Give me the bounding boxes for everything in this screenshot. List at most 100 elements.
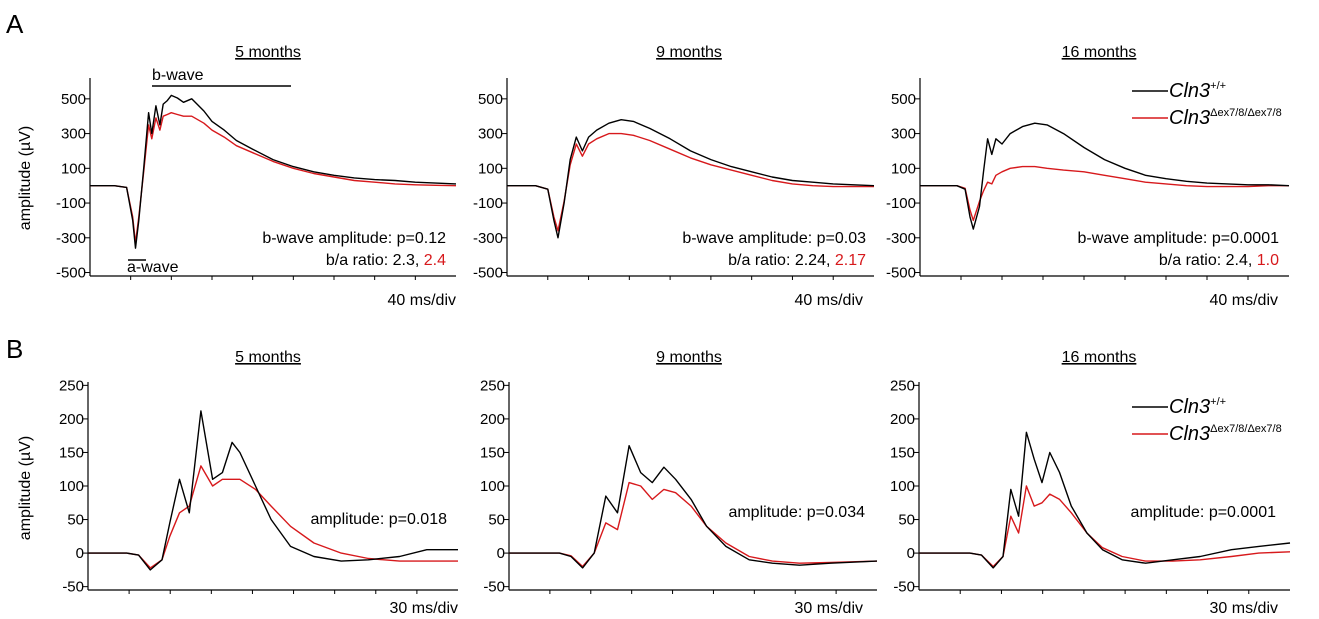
stats-b2: amplitude: p=0.034 <box>728 504 865 521</box>
legend-b-mut-sup: Δex7/8/Δex7/8 <box>1210 423 1282 435</box>
stats-a2-line1: b-wave amplitude: p=0.03 <box>682 230 866 247</box>
stats-a1-line1: b-wave amplitude: p=0.12 <box>262 230 446 247</box>
title-a2: 9 months <box>656 44 722 61</box>
y-tick-label: 50 <box>488 512 505 529</box>
y-tick-label: 300 <box>478 126 503 143</box>
legend-a-mut-label: Cln3Δex7/8/Δex7/8 <box>1169 107 1282 129</box>
trace-mutant <box>509 481 878 568</box>
y-tick-label: -100 <box>886 195 916 212</box>
legend-b-wt-sup: +/+ <box>1210 396 1226 408</box>
chart-a1: 500 300 100 -100 -300 -500 <box>56 78 457 282</box>
timescale-a2: 40 ms/div <box>795 292 863 309</box>
stats-a1-ratio: b/a ratio: 2.3, <box>326 252 424 269</box>
title-b1: 5 months <box>235 349 301 366</box>
chart-a2: 500 300 100 -100 -300 -500 <box>473 78 875 282</box>
y-tick-label: 500 <box>891 91 916 108</box>
y-tick-label: 250 <box>480 377 505 394</box>
legend-b-mut-name: Cln3 <box>1169 423 1210 445</box>
chart-a3: 500 300 100 -100 -300 -500 <box>886 78 1290 282</box>
y-tick-label: -500 <box>886 265 916 282</box>
timescale-b1: 30 ms/div <box>390 600 458 617</box>
trace-wildtype <box>920 122 1290 230</box>
trace-wildtype <box>507 118 875 239</box>
trace-mutant <box>507 132 874 232</box>
stats-a3-ratio: b/a ratio: 2.4, <box>1159 252 1257 269</box>
legend-a-mut-name: Cln3 <box>1169 107 1210 129</box>
legend-a-wt-sup: +/+ <box>1210 80 1226 92</box>
legend-b: Cln3+/+ Cln3Δex7/8/Δex7/8 <box>1132 396 1282 445</box>
bwave-label: b-wave <box>152 67 204 84</box>
y-tick-label: -50 <box>62 579 84 596</box>
title-b2: 9 months <box>656 349 722 366</box>
panel-label-a: A <box>6 9 24 39</box>
title-b3: 16 months <box>1062 349 1137 366</box>
legend-b-wt-name: Cln3 <box>1169 396 1210 418</box>
y-tick-label: -100 <box>473 195 503 212</box>
y-tick-label: 100 <box>478 160 503 177</box>
stats-a1-ratio-mut: 2.4 <box>424 252 446 269</box>
timescale-b2: 30 ms/div <box>795 600 863 617</box>
timescale-a1: 40 ms/div <box>388 292 456 309</box>
legend-a-mut-sup: Δex7/8/Δex7/8 <box>1210 107 1282 119</box>
y-tick-label: 0 <box>497 545 505 562</box>
y-tick-label: 100 <box>890 478 915 495</box>
y-tick-label: 250 <box>890 377 915 394</box>
y-tick-label: 50 <box>67 512 84 529</box>
title-a1: 5 months <box>235 44 301 61</box>
y-tick-label: 300 <box>61 126 86 143</box>
trace-wildtype <box>509 445 878 569</box>
y-tick-label: 500 <box>478 91 503 108</box>
stats-a2-ratio: b/a ratio: 2.24, <box>728 252 835 269</box>
y-tick-label: 250 <box>59 377 84 394</box>
y-axis-label-a: amplitude (µV) <box>17 126 34 230</box>
y-tick-label: 100 <box>59 478 84 495</box>
title-a3: 16 months <box>1062 44 1137 61</box>
y-tick-label: 200 <box>890 411 915 428</box>
y-tick-label: -50 <box>893 579 915 596</box>
y-tick-label: 150 <box>59 444 84 461</box>
stats-a3-line1: b-wave amplitude: p=0.0001 <box>1078 230 1280 247</box>
y-tick-label: 500 <box>61 91 86 108</box>
chart-b1: 250 200 150 100 50 0 -50 <box>59 377 458 596</box>
y-axis-label-b: amplitude (µV) <box>17 436 34 540</box>
y-tick-label: 150 <box>480 444 505 461</box>
y-tick-label: -500 <box>56 265 86 282</box>
awave-label: a-wave <box>127 259 179 276</box>
y-tick-label: -300 <box>886 230 916 247</box>
trace-wildtype <box>88 410 458 571</box>
y-tick-label: 50 <box>898 512 915 529</box>
legend-a-wt-label: Cln3+/+ <box>1169 80 1226 102</box>
y-tick-label: 150 <box>890 444 915 461</box>
y-tick-label: 200 <box>59 411 84 428</box>
legend-a-wt-name: Cln3 <box>1169 80 1210 102</box>
y-tick-label: -500 <box>473 265 503 282</box>
stats-b3: amplitude: p=0.0001 <box>1131 504 1277 521</box>
y-tick-label: 0 <box>907 545 915 562</box>
stats-a2-ratio-mut: 2.17 <box>835 252 866 269</box>
y-tick-label: 200 <box>480 411 505 428</box>
stats-b1: amplitude: p=0.018 <box>310 511 447 528</box>
panel-label-b: B <box>6 334 23 364</box>
y-tick-label: -50 <box>483 579 505 596</box>
trace-mutant <box>88 465 458 569</box>
plot-area: 500300100-100-300-500500300100-100-300-5… <box>56 78 1291 596</box>
y-tick-label: -100 <box>56 195 86 212</box>
chart-b3: 250 200 150 100 50 0 -50 <box>890 377 1291 596</box>
timescale-b3: 30 ms/div <box>1210 600 1278 617</box>
trace-mutant <box>90 111 457 244</box>
stats-a3-ratio-mut: 1.0 <box>1257 252 1279 269</box>
legend-a: Cln3+/+ Cln3Δex7/8/Δex7/8 <box>1132 80 1282 129</box>
chart-b2: 250 200 150 100 50 0 -50 <box>480 377 878 596</box>
y-tick-label: -300 <box>56 230 86 247</box>
stats-a1-line2: b/a ratio: 2.3, 2.4 <box>326 252 446 269</box>
trace-wildtype <box>90 94 457 249</box>
legend-b-mut-label: Cln3Δex7/8/Δex7/8 <box>1169 423 1282 445</box>
legend-b-wt-label: Cln3+/+ <box>1169 396 1226 418</box>
y-tick-label: 0 <box>76 545 84 562</box>
trace-wildtype <box>919 431 1291 569</box>
stats-a2-line2: b/a ratio: 2.24, 2.17 <box>728 252 866 269</box>
y-tick-label: 100 <box>891 160 916 177</box>
timescale-a3: 40 ms/div <box>1210 292 1278 309</box>
y-tick-label: -300 <box>473 230 503 247</box>
